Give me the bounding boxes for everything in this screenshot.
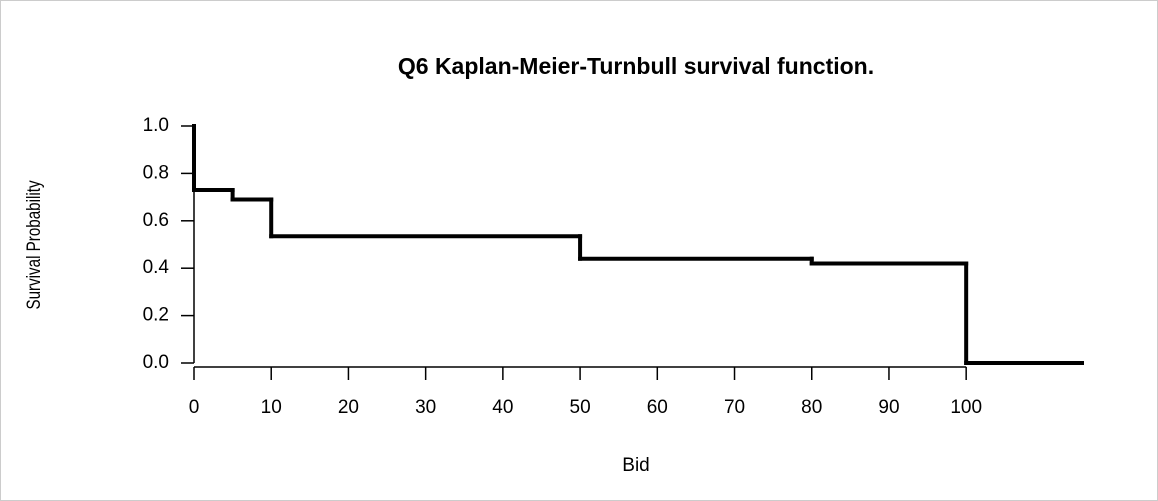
x-tick-label: 80: [801, 397, 822, 418]
y-tick-label: 0.0: [143, 352, 169, 373]
x-tick-label: 20: [338, 397, 359, 418]
x-tick-label: 60: [647, 397, 668, 418]
chart-title: Q6 Kaplan-Meier-Turnbull survival functi…: [398, 53, 874, 79]
y-tick-label: 0.6: [143, 210, 169, 231]
y-axis-label: Survival Probability: [22, 180, 44, 309]
x-tick-label: 70: [724, 397, 745, 418]
y-tick-label: 0.8: [143, 162, 169, 183]
x-tick-label: 50: [570, 397, 591, 418]
y-tick-label: 0.4: [143, 257, 170, 278]
x-tick-label: 30: [415, 397, 436, 418]
x-tick-label: 0: [189, 397, 200, 418]
x-axis-label: Bid: [622, 455, 649, 476]
x-tick-label: 100: [950, 397, 982, 418]
y-tick-label: 1.0: [143, 115, 169, 136]
y-tick-label: 0.2: [143, 305, 169, 326]
x-tick-label: 90: [878, 397, 899, 418]
x-tick-label: 40: [492, 397, 513, 418]
x-tick-label: 10: [261, 397, 282, 418]
